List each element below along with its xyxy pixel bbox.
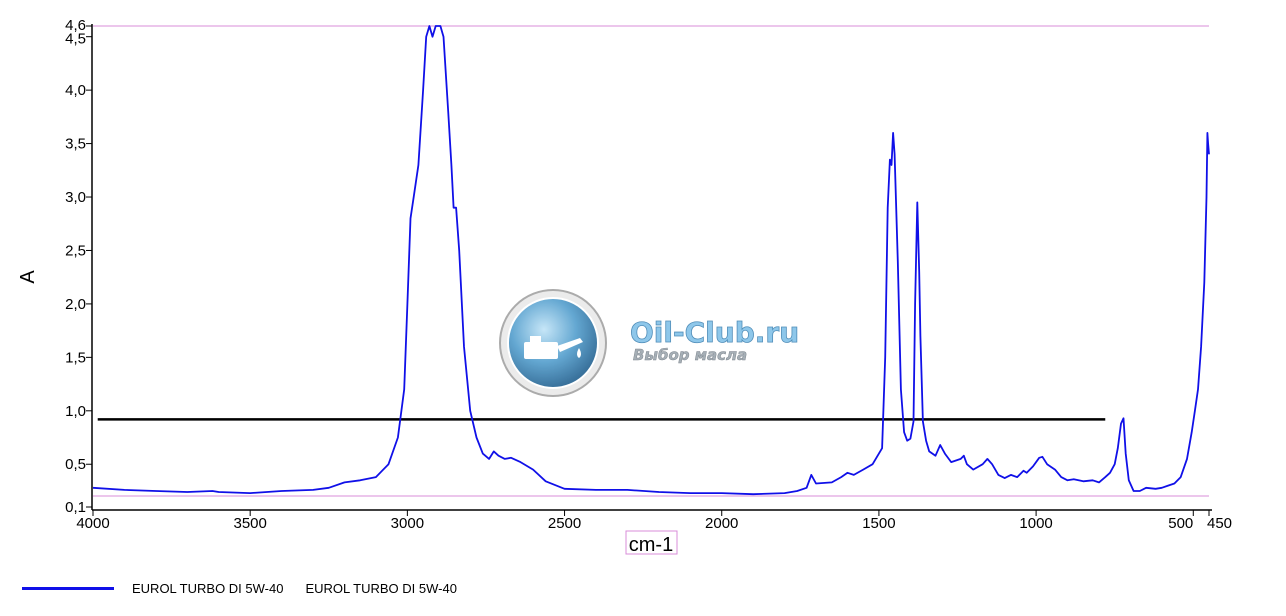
y-tick-label: 4,0 <box>65 82 86 99</box>
legend-label-1: EUROL TURBO DI 5W-40 <box>132 580 284 596</box>
x-axis-title: cm-1 <box>629 534 673 556</box>
oil-can-icon <box>524 336 583 359</box>
y-tick-label: 4,6 <box>65 17 86 34</box>
x-tick-label: 500 <box>1168 515 1193 532</box>
y-tick-label: 4,5 <box>65 31 86 48</box>
y-tick-label: 0,1 <box>65 499 86 516</box>
y-axis-title: A <box>17 270 39 284</box>
y-tick-label: 0,5 <box>65 456 86 473</box>
x-axis-title-box <box>625 530 678 555</box>
series-line <box>92 25 1210 496</box>
y-tick-label: 1,0 <box>65 403 86 420</box>
legend-label-2: EUROL TURBO DI 5W-40 <box>305 580 457 596</box>
watermark: Oil-Club.ru Выбор масла <box>499 289 800 397</box>
x-tick-label: 1000 <box>1019 515 1052 532</box>
y-tick-label: 3,5 <box>65 136 86 153</box>
x-tick-label: 3500 <box>233 515 266 532</box>
watermark-subtitle: Выбор масла <box>633 346 747 364</box>
x-tick-label: 2500 <box>548 515 581 532</box>
x-tick-label: 2000 <box>705 515 738 532</box>
x-tick-label: 4000 <box>76 515 109 532</box>
x-tick-label: 3000 <box>391 515 424 532</box>
y-tick-label: 2,5 <box>65 242 86 259</box>
y-ticks: 0,1 0,5 1,0 1,5 2,0 2,5 3,0 3,5 4,0 4,54,6 <box>65 17 92 516</box>
watermark-title: Oil-Club.ru <box>630 316 799 349</box>
x-ticks: 4000 3500 3000 2500 2000 1500 1000 500 450 <box>76 510 1232 532</box>
x-tick-label: 1500 <box>862 515 895 532</box>
y-tick-label: 2,0 <box>65 296 86 313</box>
spectrum-chart: 0,1 0,5 1,0 1,5 2,0 2,5 3,0 3,5 4,0 4,54,6 4000 35… <box>17 17 1232 556</box>
legend: EUROL TURBO DI 5W-40 EUROL TURBO DI 5W-4… <box>22 578 479 598</box>
y-tick-label: 1,5 <box>65 349 86 366</box>
legend-swatch <box>22 586 114 590</box>
x-tick-label: 450 <box>1207 515 1232 532</box>
y-tick-label: 3,0 <box>65 189 86 206</box>
